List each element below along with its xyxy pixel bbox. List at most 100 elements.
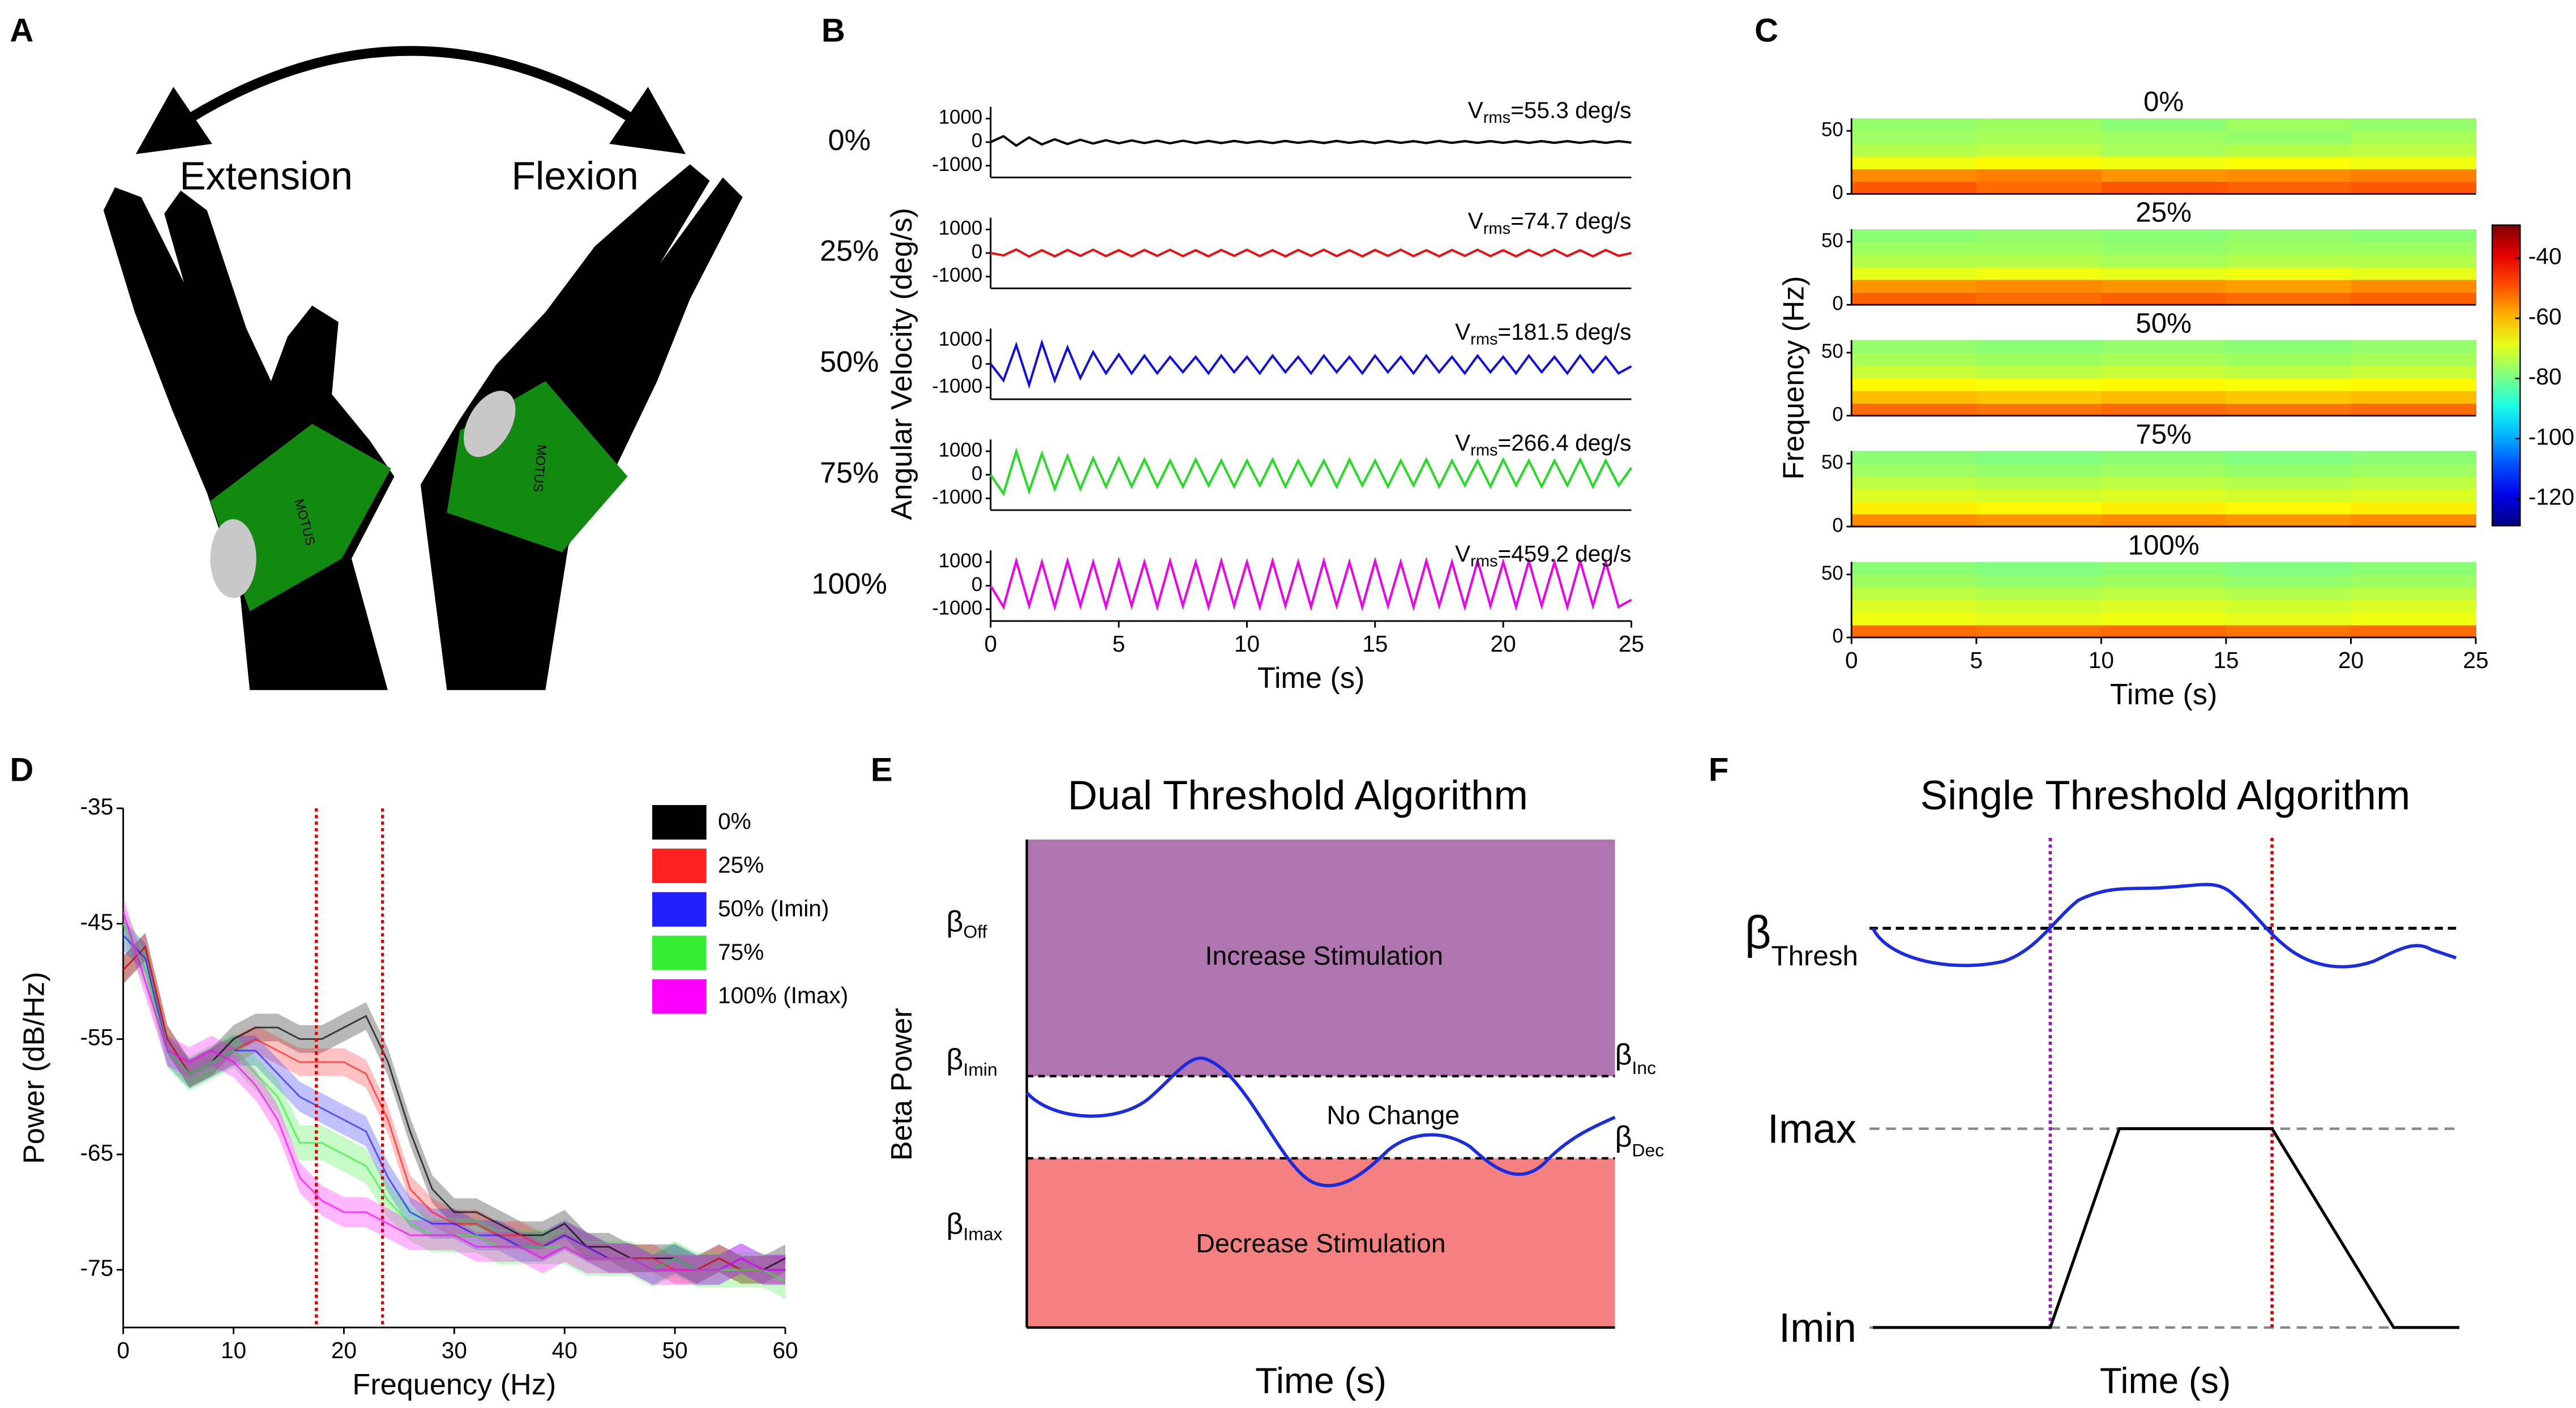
y-tick-label: -75 xyxy=(80,1255,114,1281)
heatmap-cell xyxy=(1976,352,2102,366)
annotation-symbol: V xyxy=(1455,430,1470,456)
heatmap-cell xyxy=(1976,365,2102,379)
threshold-label: βInc xyxy=(1615,1038,1656,1079)
panel-title: Single Threshold Algorithm xyxy=(1920,773,2410,819)
series-name: 50% xyxy=(2136,308,2192,339)
heatmap-cell xyxy=(2351,476,2476,490)
heatmap-cell xyxy=(1851,574,1977,588)
symbol: β xyxy=(946,1043,963,1076)
y-tick-label: -1000 xyxy=(932,375,982,397)
annotation-symbol: V xyxy=(1468,97,1483,123)
x-tick-label: 10 xyxy=(1234,631,1260,657)
heatmap-cell xyxy=(2101,587,2227,601)
heatmap-cell xyxy=(2226,587,2352,601)
panel-letter: A xyxy=(10,12,33,49)
heatmap-cell xyxy=(1976,254,2102,268)
symbol: β xyxy=(1615,1120,1632,1153)
y-tick-label: 50 xyxy=(1821,340,1843,362)
panel-letter: E xyxy=(871,751,893,788)
heatmap-cell xyxy=(2101,612,2227,626)
heatmap-cell xyxy=(2351,587,2476,601)
symbol: β xyxy=(946,905,963,938)
series-name: 25% xyxy=(2136,197,2192,228)
series-line xyxy=(990,135,1632,147)
x-tick-label: 15 xyxy=(1362,631,1388,657)
y-tick-label: 1000 xyxy=(939,106,982,129)
colorbar-tick-label: -40 xyxy=(2528,243,2562,269)
heatmap-cell xyxy=(1851,489,1977,502)
heatmap-cell xyxy=(2351,340,2476,353)
heatmap-cell xyxy=(1851,292,1977,306)
panel-letter: B xyxy=(821,12,845,49)
heatmap-cell xyxy=(2226,254,2352,268)
y-tick-label: -65 xyxy=(80,1140,114,1166)
y-tick-label: 50 xyxy=(1821,229,1843,251)
heatmap-cell xyxy=(1851,340,1977,353)
y-tick-label: 0 xyxy=(972,574,982,596)
series-name: 75% xyxy=(820,456,879,489)
heatmap-cell xyxy=(1976,378,2102,391)
x-tick-label: 20 xyxy=(331,1337,357,1363)
y-axis-label: Frequency (Hz) xyxy=(1777,276,1810,480)
annotation-subscript: rms xyxy=(1470,552,1497,570)
annotation-subscript: rms xyxy=(1483,219,1510,237)
series-line xyxy=(990,248,1632,258)
heatmap-cell xyxy=(1976,451,2102,464)
y-tick-label: 0 xyxy=(972,241,982,263)
legend-label: 50% (Imin) xyxy=(718,895,829,921)
x-tick-label: 0 xyxy=(1845,647,1858,673)
threshold-label: βOff xyxy=(946,905,987,942)
x-tick-label: 5 xyxy=(1970,647,1983,673)
heatmap-cell xyxy=(2351,229,2476,242)
annotation-value: =55.3 deg/s xyxy=(1510,97,1631,123)
left-sensor xyxy=(210,519,256,598)
heatmap-cell xyxy=(2351,131,2476,144)
heatmap-cell xyxy=(2226,562,2352,575)
heatmap-cell xyxy=(2351,378,2476,391)
heatmap-cell xyxy=(2351,181,2476,195)
y-tick-label: 50 xyxy=(1821,451,1843,473)
y-tick-label: 1000 xyxy=(939,217,982,239)
annotation-value: =181.5 deg/s xyxy=(1498,319,1632,345)
heatmap-cell xyxy=(1976,143,2102,157)
heatmap-cell xyxy=(1851,156,1977,169)
heatmap-cell xyxy=(2101,131,2227,144)
annotation-value: =459.2 deg/s xyxy=(1498,541,1632,567)
heatmap-cell xyxy=(1976,562,2102,575)
x-tick-label: 10 xyxy=(2089,647,2114,673)
heatmap-cell xyxy=(2226,168,2352,182)
heatmap-cell xyxy=(1851,254,1977,268)
series-name: 75% xyxy=(2136,419,2192,450)
heatmap-cell xyxy=(1976,489,2102,502)
legend-label: 75% xyxy=(718,939,764,965)
heatmap-cell xyxy=(2226,476,2352,490)
heatmap-cell xyxy=(2226,489,2352,502)
heatmap-cell xyxy=(1976,118,2102,132)
y-tick-label: -1000 xyxy=(932,264,982,286)
heatmap-cell xyxy=(2351,612,2476,626)
heatmap-cell xyxy=(2226,612,2352,626)
annotation-value: =266.4 deg/s xyxy=(1498,430,1632,456)
annotation: Vrms=459.2 deg/s xyxy=(1455,541,1631,571)
heatmap-cell xyxy=(2351,600,2476,613)
y-tick-label: 0 xyxy=(1832,182,1843,204)
heatmap-cell xyxy=(1851,242,1977,255)
subscript: Imax xyxy=(963,1224,1002,1244)
x-tick-label: 10 xyxy=(221,1337,246,1363)
y-axis-label: Beta Power xyxy=(885,1008,918,1161)
heatmap-cell xyxy=(2226,624,2352,638)
heatmap-cell xyxy=(1851,587,1977,601)
x-tick-label: 30 xyxy=(442,1337,467,1363)
x-tick-label: 25 xyxy=(2463,647,2488,673)
heatmap-cell xyxy=(2101,574,2227,588)
symbol: β xyxy=(946,1208,963,1240)
series-line xyxy=(990,447,1633,497)
symbol: β xyxy=(1615,1038,1632,1071)
heatmap-cell xyxy=(2101,513,2227,527)
heatmap-cell xyxy=(1851,501,1977,515)
threshold-label: βThresh xyxy=(1745,908,1858,972)
heatmap-cell xyxy=(2226,463,2352,477)
colorbar-tick-label: -100 xyxy=(2528,423,2574,450)
panel-letter: D xyxy=(10,751,33,788)
heatmap-cell xyxy=(2101,501,2227,515)
